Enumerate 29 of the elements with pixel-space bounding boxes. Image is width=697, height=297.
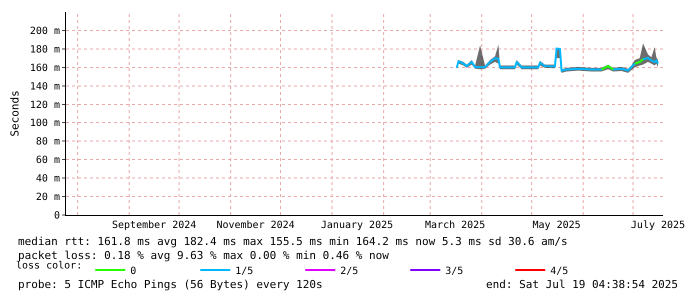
- legend-label: 0: [130, 266, 136, 277]
- y-tick-label: 180 m: [30, 44, 60, 56]
- y-axis-title: Seconds: [8, 90, 22, 137]
- legend-label: 4/5: [550, 266, 568, 277]
- legend-label: 2/5: [340, 266, 358, 277]
- y-tick-label: 120 m: [30, 100, 60, 111]
- text: packet loss: 0.18 % avg 9.63 % max 0.00 % min 0.46 % now: [18, 249, 390, 262]
- y-tick-label: 140 m: [30, 81, 60, 92]
- y-tick-label: 20 m: [36, 192, 60, 204]
- text: probe: 5 ICMP Echo Pings (56 Bytes) every 120s: [18, 278, 323, 291]
- y-tick-label: 60 m: [36, 155, 60, 166]
- text: median rtt: 161.8 ms avg 182.4 ms max 155.5 ms min 164.2 ms now 5.3 ms sd 30.6 am/s: [18, 235, 568, 248]
- y-tick-label: 0: [54, 210, 60, 222]
- x-tick-label: July 2025: [630, 220, 686, 231]
- legend-label: 3/5: [445, 266, 464, 277]
- y-tick-label: 200 m: [30, 26, 60, 37]
- y-tick-label: 160 m: [30, 62, 60, 74]
- legend-title: loss color:: [16, 260, 82, 272]
- y-tick-label: 80 m: [36, 136, 60, 148]
- x-tick-label: January 2025: [320, 220, 394, 231]
- y-tick-label: 40 m: [36, 174, 60, 185]
- x-tick-label: May 2025: [532, 220, 581, 231]
- text: end: Sat Jul 19 04:38:54 2025: [486, 278, 678, 291]
- x-tick-label: September 2024: [112, 220, 196, 231]
- x-tick-label: November 2024: [216, 220, 295, 231]
- legend-label: 1/5: [235, 266, 254, 277]
- line-series: [456, 48, 660, 72]
- x-tick-label: March 2025: [425, 220, 486, 231]
- y-tick-label: 100 m: [30, 118, 60, 130]
